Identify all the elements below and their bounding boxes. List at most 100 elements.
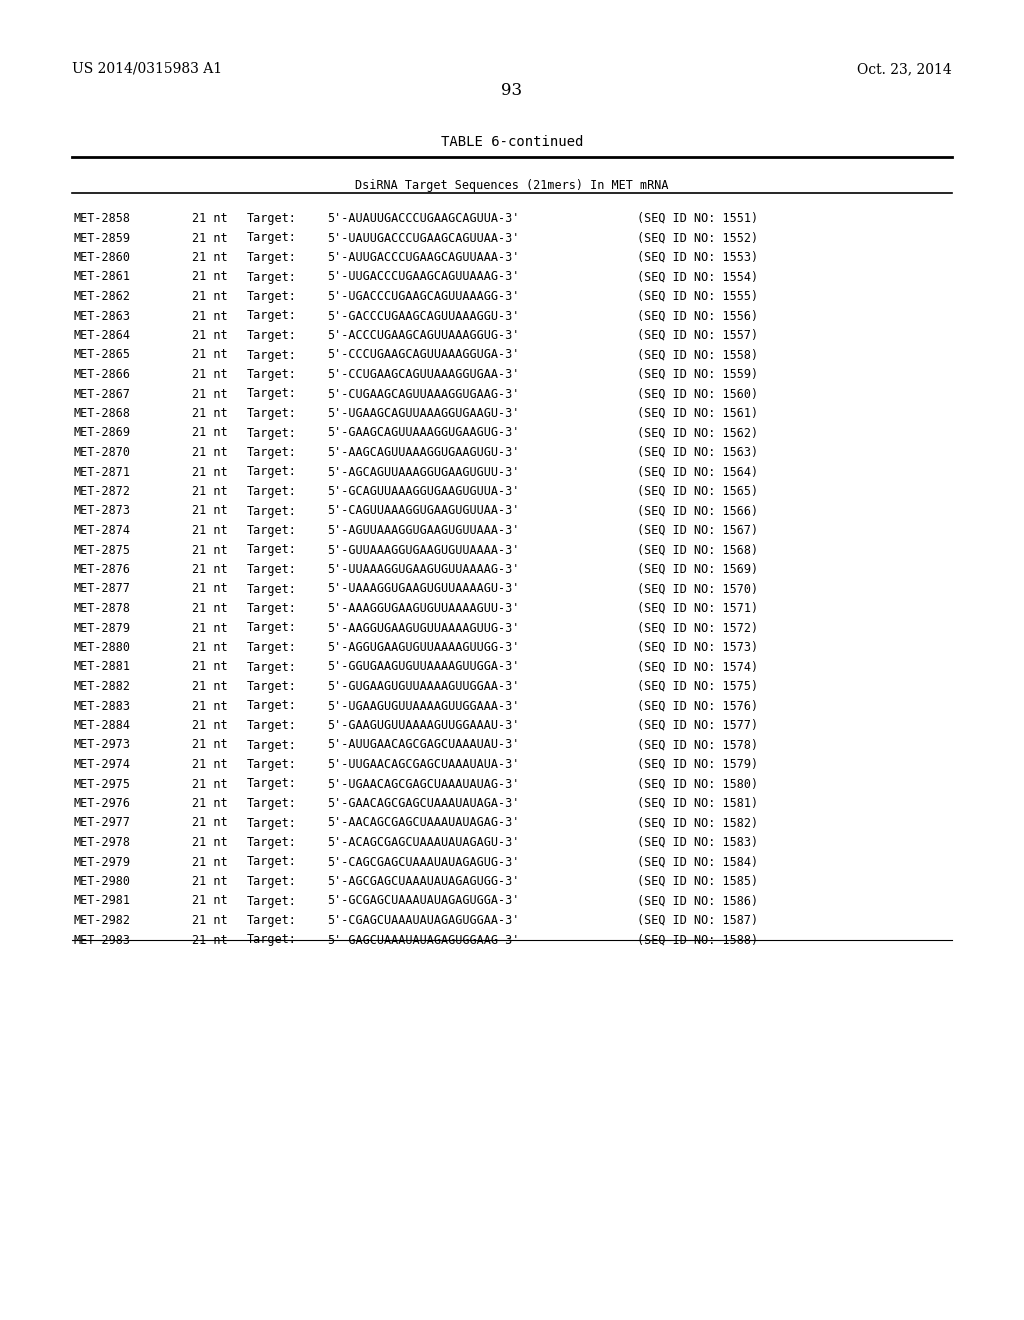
Text: Target:: Target: [247, 700, 297, 713]
Text: (SEQ ID NO: 1560): (SEQ ID NO: 1560) [637, 388, 758, 400]
Text: MET-2973: MET-2973 [74, 738, 131, 751]
Text: MET-2981: MET-2981 [74, 895, 131, 908]
Text: Target:: Target: [247, 758, 297, 771]
Text: 5'-UGACCCUGAAGCAGUUAAAGG-3': 5'-UGACCCUGAAGCAGUUAAAGG-3' [327, 290, 519, 304]
Text: 5'-CGAGCUAAAUAUAGAGUGGAA-3': 5'-CGAGCUAAAUAUAGAGUGGAA-3' [327, 913, 519, 927]
Text: (SEQ ID NO: 1576): (SEQ ID NO: 1576) [637, 700, 758, 713]
Text: Target:: Target: [247, 504, 297, 517]
Text: MET-2866: MET-2866 [74, 368, 131, 381]
Text: 93: 93 [502, 82, 522, 99]
Text: Target:: Target: [247, 484, 297, 498]
Text: (SEQ ID NO: 1553): (SEQ ID NO: 1553) [637, 251, 758, 264]
Text: MET-2873: MET-2873 [74, 504, 131, 517]
Text: Target:: Target: [247, 642, 297, 653]
Text: 21 nt: 21 nt [193, 271, 227, 284]
Text: 5'-UGAAGUGUUAAAAGUUGGAAA-3': 5'-UGAAGUGUUAAAAGUUGGAAA-3' [327, 700, 519, 713]
Text: Target:: Target: [247, 602, 297, 615]
Text: (SEQ ID NO: 1564): (SEQ ID NO: 1564) [637, 466, 758, 479]
Text: (SEQ ID NO: 1563): (SEQ ID NO: 1563) [637, 446, 758, 459]
Text: Target:: Target: [247, 348, 297, 362]
Text: (SEQ ID NO: 1584): (SEQ ID NO: 1584) [637, 855, 758, 869]
Text: 5'-AUUGACCCUGAAGCAGUUAAA-3': 5'-AUUGACCCUGAAGCAGUUAAA-3' [327, 251, 519, 264]
Text: 21 nt: 21 nt [193, 484, 227, 498]
Text: MET-2983: MET-2983 [74, 933, 131, 946]
Text: (SEQ ID NO: 1569): (SEQ ID NO: 1569) [637, 564, 758, 576]
Text: (SEQ ID NO: 1582): (SEQ ID NO: 1582) [637, 817, 758, 829]
Text: MET-2861: MET-2861 [74, 271, 131, 284]
Text: 21 nt: 21 nt [193, 309, 227, 322]
Text: (SEQ ID NO: 1555): (SEQ ID NO: 1555) [637, 290, 758, 304]
Text: (SEQ ID NO: 1580): (SEQ ID NO: 1580) [637, 777, 758, 791]
Text: (SEQ ID NO: 1554): (SEQ ID NO: 1554) [637, 271, 758, 284]
Text: 5'-UGAACAGCGAGCUAAAUAUAG-3': 5'-UGAACAGCGAGCUAAAUAUAG-3' [327, 777, 519, 791]
Text: MET-2871: MET-2871 [74, 466, 131, 479]
Text: 5'-CCUGAAGCAGUUAAAGGUGAA-3': 5'-CCUGAAGCAGUUAAAGGUGAA-3' [327, 368, 519, 381]
Text: 5'-UUGAACAGCGAGCUAAAUAUA-3': 5'-UUGAACAGCGAGCUAAAUAUA-3' [327, 758, 519, 771]
Text: 21 nt: 21 nt [193, 329, 227, 342]
Text: MET-2882: MET-2882 [74, 680, 131, 693]
Text: 21 nt: 21 nt [193, 680, 227, 693]
Text: MET-2858: MET-2858 [74, 213, 131, 224]
Text: Target:: Target: [247, 329, 297, 342]
Text: 5'-GAACAGCGAGCUAAAUAUAGA-3': 5'-GAACAGCGAGCUAAAUAUAGA-3' [327, 797, 519, 810]
Text: 21 nt: 21 nt [193, 213, 227, 224]
Text: 5'-AACAGCGAGCUAAAUAUAGAG-3': 5'-AACAGCGAGCUAAAUAUAGAG-3' [327, 817, 519, 829]
Text: MET-2976: MET-2976 [74, 797, 131, 810]
Text: Target:: Target: [247, 251, 297, 264]
Text: Target:: Target: [247, 660, 297, 673]
Text: 5'-CCCUGAAGCAGUUAAAGGUGA-3': 5'-CCCUGAAGCAGUUAAAGGUGA-3' [327, 348, 519, 362]
Text: 5'-CUGAAGCAGUUAAAGGUGAAG-3': 5'-CUGAAGCAGUUAAAGGUGAAG-3' [327, 388, 519, 400]
Text: 21 nt: 21 nt [193, 426, 227, 440]
Text: 21 nt: 21 nt [193, 875, 227, 888]
Text: MET-2980: MET-2980 [74, 875, 131, 888]
Text: 5'-GAGCUAAAUAUAGAGUGGAAG-3': 5'-GAGCUAAAUAUAGAGUGGAAG-3' [327, 933, 519, 946]
Text: Target:: Target: [247, 213, 297, 224]
Text: MET-2978: MET-2978 [74, 836, 131, 849]
Text: 21 nt: 21 nt [193, 251, 227, 264]
Text: 5'-AUUGAACAGCGAGCUAAAUAU-3': 5'-AUUGAACAGCGAGCUAAAUAU-3' [327, 738, 519, 751]
Text: MET-2884: MET-2884 [74, 719, 131, 733]
Text: (SEQ ID NO: 1551): (SEQ ID NO: 1551) [637, 213, 758, 224]
Text: (SEQ ID NO: 1581): (SEQ ID NO: 1581) [637, 797, 758, 810]
Text: 21 nt: 21 nt [193, 388, 227, 400]
Text: Target:: Target: [247, 426, 297, 440]
Text: 21 nt: 21 nt [193, 446, 227, 459]
Text: (SEQ ID NO: 1557): (SEQ ID NO: 1557) [637, 329, 758, 342]
Text: Target:: Target: [247, 817, 297, 829]
Text: 5'-GCAGUUAAAGGUGAAGUGUUA-3': 5'-GCAGUUAAAGGUGAAGUGUUA-3' [327, 484, 519, 498]
Text: MET-2865: MET-2865 [74, 348, 131, 362]
Text: MET-2878: MET-2878 [74, 602, 131, 615]
Text: 5'-UUAAAGGUGAAGUGUUAAAAG-3': 5'-UUAAAGGUGAAGUGUUAAAAG-3' [327, 564, 519, 576]
Text: MET-2977: MET-2977 [74, 817, 131, 829]
Text: Target:: Target: [247, 875, 297, 888]
Text: 5'-GAAGCAGUUAAAGGUGAAGUG-3': 5'-GAAGCAGUUAAAGGUGAAGUG-3' [327, 426, 519, 440]
Text: 21 nt: 21 nt [193, 466, 227, 479]
Text: MET-2975: MET-2975 [74, 777, 131, 791]
Text: (SEQ ID NO: 1587): (SEQ ID NO: 1587) [637, 913, 758, 927]
Text: (SEQ ID NO: 1552): (SEQ ID NO: 1552) [637, 231, 758, 244]
Text: 5'-UUGACCCUGAAGCAGUUAAAG-3': 5'-UUGACCCUGAAGCAGUUAAAG-3' [327, 271, 519, 284]
Text: (SEQ ID NO: 1579): (SEQ ID NO: 1579) [637, 758, 758, 771]
Text: MET-2876: MET-2876 [74, 564, 131, 576]
Text: (SEQ ID NO: 1572): (SEQ ID NO: 1572) [637, 622, 758, 635]
Text: 5'-GAAGUGUUAAAAGUUGGAAAU-3': 5'-GAAGUGUUAAAAGUUGGAAAU-3' [327, 719, 519, 733]
Text: (SEQ ID NO: 1558): (SEQ ID NO: 1558) [637, 348, 758, 362]
Text: MET-2860: MET-2860 [74, 251, 131, 264]
Text: Target:: Target: [247, 719, 297, 733]
Text: Target:: Target: [247, 388, 297, 400]
Text: MET-2979: MET-2979 [74, 855, 131, 869]
Text: MET-2881: MET-2881 [74, 660, 131, 673]
Text: (SEQ ID NO: 1578): (SEQ ID NO: 1578) [637, 738, 758, 751]
Text: 21 nt: 21 nt [193, 895, 227, 908]
Text: (SEQ ID NO: 1588): (SEQ ID NO: 1588) [637, 933, 758, 946]
Text: (SEQ ID NO: 1567): (SEQ ID NO: 1567) [637, 524, 758, 537]
Text: MET-2982: MET-2982 [74, 913, 131, 927]
Text: 21 nt: 21 nt [193, 504, 227, 517]
Text: MET-2869: MET-2869 [74, 426, 131, 440]
Text: 5'-AAGCAGUUAAAGGUGAAGUGU-3': 5'-AAGCAGUUAAAGGUGAAGUGU-3' [327, 446, 519, 459]
Text: 21 nt: 21 nt [193, 719, 227, 733]
Text: Target:: Target: [247, 368, 297, 381]
Text: MET-2874: MET-2874 [74, 524, 131, 537]
Text: Target:: Target: [247, 836, 297, 849]
Text: 5'-UAUUGACCCUGAAGCAGUUAA-3': 5'-UAUUGACCCUGAAGCAGUUAA-3' [327, 231, 519, 244]
